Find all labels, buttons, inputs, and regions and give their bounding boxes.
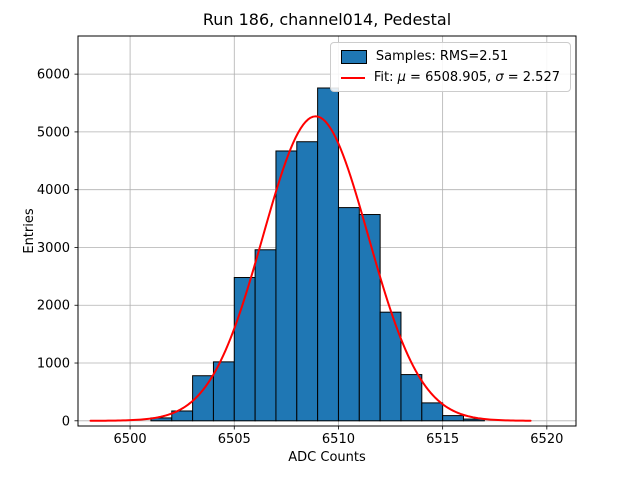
y-tick-label: 3000 — [37, 241, 70, 256]
y-tick-label: 6000 — [37, 68, 70, 83]
legend-samples-swatch — [340, 49, 367, 64]
y-tick-label: 1000 — [37, 357, 70, 372]
x-tick-label: 6505 — [218, 432, 251, 447]
histogram-bars — [150, 87, 485, 422]
histogram-bar — [358, 214, 381, 422]
legend-row-samples: Samples: RMS=2.51 — [340, 49, 560, 64]
histogram-bar — [400, 374, 423, 422]
y-tick-label: 0 — [62, 414, 70, 429]
y-tick-label: 2000 — [37, 299, 70, 314]
chart-title: Run 186, channel014, Pedestal — [202, 10, 452, 29]
x-axis-ticks: 6500 6505 6510 6515 6520 — [114, 426, 563, 447]
y-tick-label: 5000 — [37, 125, 70, 140]
x-tick-label: 6510 — [322, 432, 355, 447]
sigma-symbol: σ — [495, 70, 504, 85]
histogram-bar — [337, 207, 360, 422]
legend-fit-swatch — [340, 76, 365, 79]
legend: Samples: RMS=2.51 Fit: μ = 6508.905, σ =… — [329, 42, 571, 92]
legend-samples-label: Samples: RMS=2.51 — [375, 49, 509, 64]
y-axis-ticks: 0 1000 2000 3000 4000 5000 6000 — [37, 68, 78, 429]
histogram-bar — [275, 150, 298, 422]
gaussian-fit-curve — [89, 115, 532, 422]
x-tick-label: 6500 — [114, 432, 147, 447]
histogram-bar — [442, 415, 464, 422]
x-axis-label: ADC Counts — [288, 450, 366, 465]
y-axis-label: Entries — [22, 208, 37, 254]
x-tick-label: 6515 — [426, 432, 459, 447]
histogram-bar — [296, 141, 319, 422]
legend-fit-label: Fit: μ = 6508.905, σ = 2.527 — [373, 70, 560, 85]
histogram-bar — [421, 402, 444, 422]
x-tick-label: 6520 — [530, 432, 563, 447]
plot-frame — [77, 35, 577, 427]
y-tick-label: 4000 — [37, 183, 70, 198]
legend-row-fit: Fit: μ = 6508.905, σ = 2.527 — [340, 70, 560, 85]
mu-symbol: μ — [397, 70, 406, 85]
histogram-bar — [254, 249, 277, 422]
